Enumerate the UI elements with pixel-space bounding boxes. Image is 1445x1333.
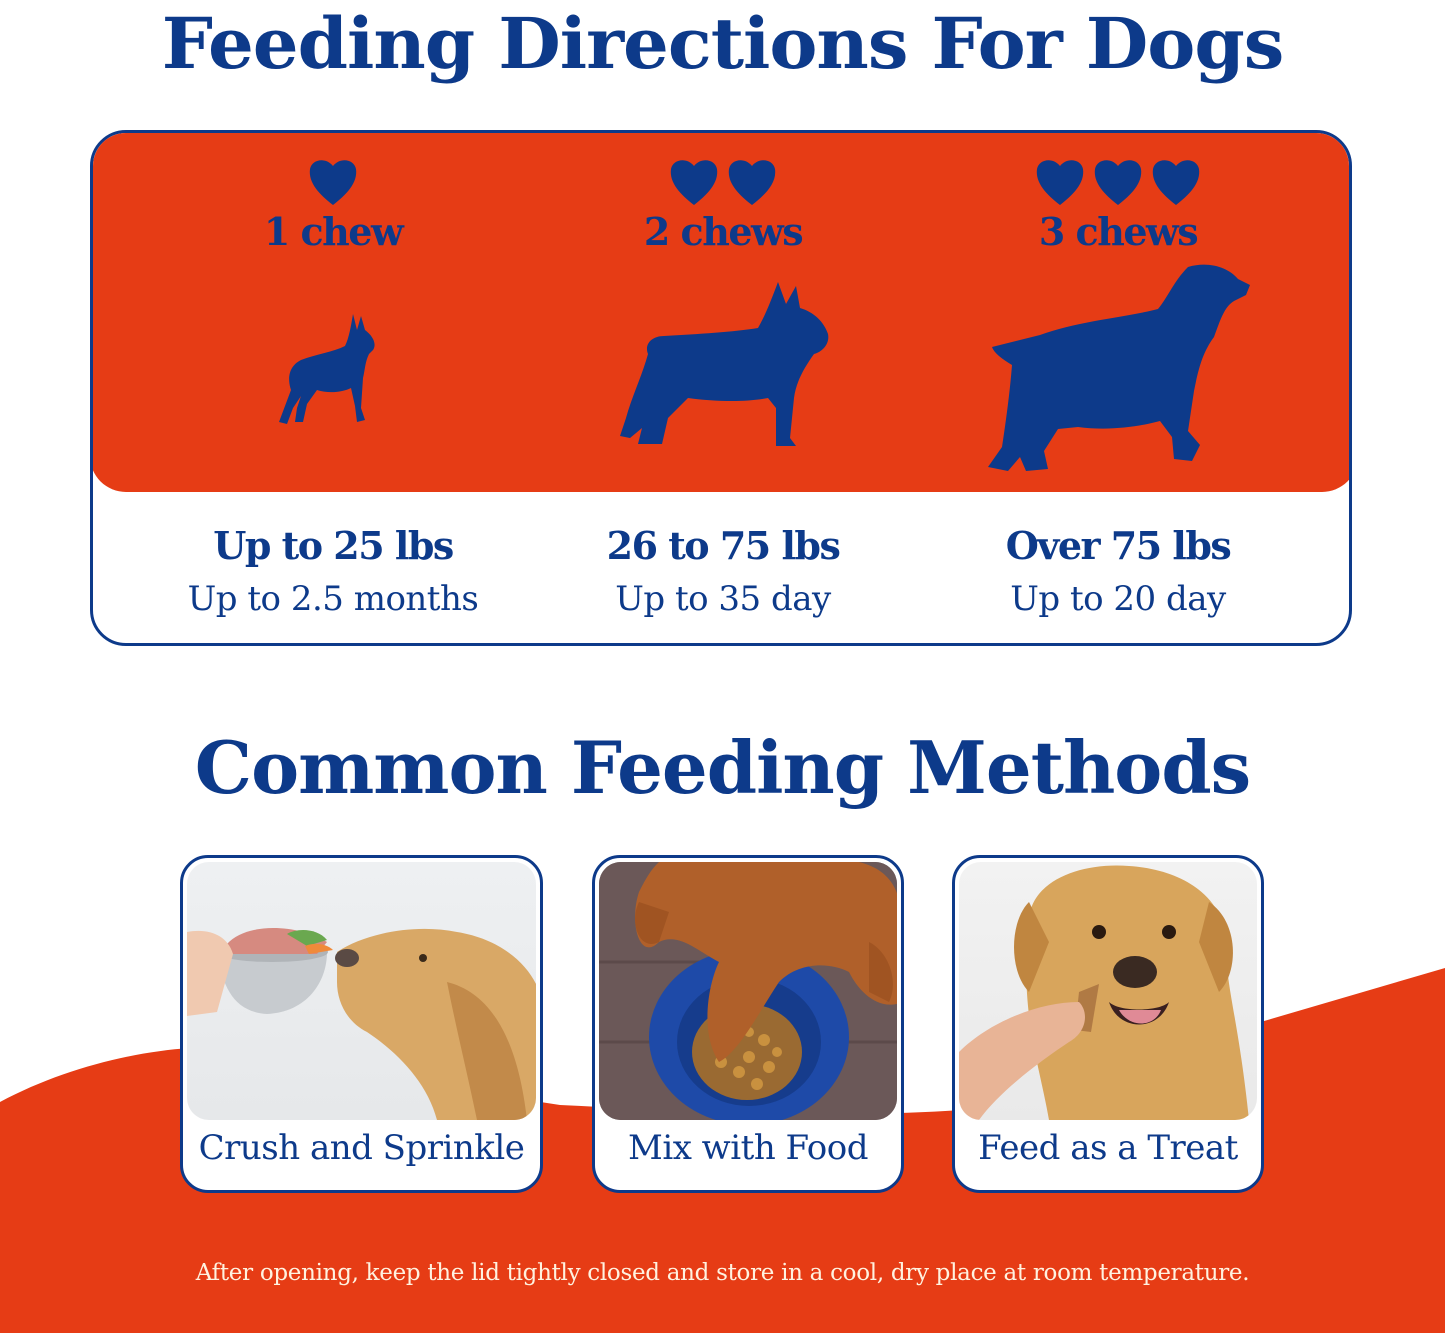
small-dog-silhouette-icon [279, 314, 375, 424]
method-label: Mix with Food [628, 1128, 868, 1168]
method-label: Feed as a Treat [978, 1128, 1238, 1168]
method-card-mix-with-food: Mix with Food [592, 855, 904, 1193]
chew-count-icons [513, 157, 933, 207]
medium-dog-silhouette-icon [620, 282, 829, 446]
dosage-tier-3: 3 chews Over 75 lbs Up to 20 day [908, 133, 1328, 643]
heart-chew-icon [1036, 160, 1084, 205]
heart-chew-icon [728, 160, 776, 205]
weight-range: 26 to 75 lbs [606, 523, 841, 568]
section-title: Common Feeding Methods [194, 725, 1251, 810]
weight-range: Up to 25 lbs [213, 523, 454, 568]
heart-chew-icon [670, 160, 718, 205]
method-label: Crush and Sprinkle [198, 1128, 525, 1168]
dosage-tier-1: 1 chew Up to 25 lbs Up to 2.5 months [123, 133, 543, 643]
chew-count-label: 3 chews [1038, 209, 1199, 254]
dosage-table: 1 chew Up to 25 lbs Up to 2.5 months 2 c… [90, 130, 1352, 646]
method-card-feed-as-a-treat: Feed as a Treat [952, 855, 1264, 1193]
weight-range: Over 75 lbs [1005, 523, 1232, 568]
heart-chew-icon [1152, 160, 1200, 205]
large-dog-silhouette-icon [988, 264, 1250, 471]
storage-note: After opening, keep the lid tightly clos… [195, 1260, 1250, 1286]
supply-duration: Up to 20 day [1010, 579, 1226, 619]
chew-count-icons [123, 157, 543, 207]
chew-count-label: 1 chew [263, 209, 404, 254]
heart-chew-icon [309, 160, 357, 205]
dosage-header-band [93, 133, 1349, 492]
method-card-crush-and-sprinkle: Crush and Sprinkle [180, 855, 543, 1193]
dog-eating-from-bowl-photo [599, 862, 897, 1120]
dog-sniffing-bowl-photo [187, 862, 536, 1120]
chew-count-label: 2 chews [643, 209, 804, 254]
heart-chew-icon [1094, 160, 1142, 205]
page-title: Feeding Directions For Dogs [161, 2, 1285, 85]
supply-duration: Up to 2.5 months [187, 579, 479, 619]
supply-duration: Up to 35 day [615, 579, 831, 619]
chew-count-icons [908, 157, 1328, 207]
dosage-tier-2: 2 chews 26 to 75 lbs Up to 35 day [513, 133, 933, 643]
dog-receiving-treat-photo [959, 862, 1257, 1120]
